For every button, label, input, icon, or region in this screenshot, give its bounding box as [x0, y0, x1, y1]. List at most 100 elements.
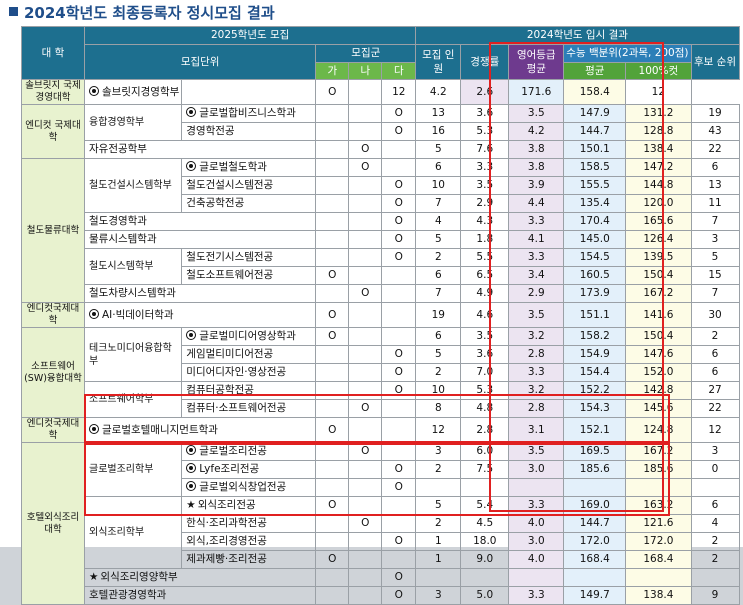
table-row: 소프트웨어학부 컴퓨터공학전공 O 10 5.3 3.2 152.2 142.8 27 — [22, 381, 740, 418]
eng-grade-cell: 3.0 — [508, 460, 565, 479]
group-ga-cell — [315, 586, 350, 605]
rate-cell: 5.3 — [460, 381, 510, 400]
quota-cell: 2 — [415, 514, 462, 533]
unit-cell: 글로벌철도학과 — [181, 158, 317, 177]
unit-cell: AI·빅데이터학과 — [83, 302, 317, 328]
unit-cell: 외식,조리경영전공 — [181, 532, 317, 551]
quota-cell: 5 — [415, 140, 462, 159]
header-cut: 100%컷 — [625, 62, 692, 80]
group-cell: 외식조리학부 — [83, 496, 183, 569]
group-ga-cell — [315, 122, 350, 141]
group-na-cell: O — [348, 140, 383, 159]
header-2025: 2025학년도 모집 — [83, 26, 417, 45]
bullet-circle-icon — [186, 107, 197, 117]
header-avg: 평균 — [563, 62, 627, 80]
group-na-cell — [348, 417, 383, 443]
rate-cell: 3.3 — [460, 158, 510, 177]
reserve-cell: 27 — [690, 381, 740, 400]
header-eng: 영어등급 평균 — [508, 44, 565, 80]
unit-cell: 솔브릿지경영학부 — [83, 79, 183, 105]
group-na-cell — [348, 345, 383, 364]
group-da-cell: O — [381, 194, 417, 213]
header-na: 나 — [348, 62, 383, 80]
group-da-cell — [381, 550, 417, 569]
table-row: 호텔관광경영학과 O 3 5.0 3.3 149.7 138.4 9 — [22, 586, 740, 605]
group-da-cell: O — [381, 568, 417, 587]
univ-cell: 엔디컷국제대학 — [21, 302, 85, 328]
group-ga-cell: O — [315, 496, 350, 515]
group-na-cell — [348, 104, 383, 123]
unit-cell: 글로벌호텔매니지먼트학과 — [83, 417, 317, 443]
quota-cell: 5 — [415, 345, 462, 364]
group-da-cell: O — [381, 478, 417, 497]
reserve-cell: 12 — [690, 417, 740, 443]
rate-cell: 7.0 — [460, 363, 510, 382]
rate-cell: 3.6 — [460, 345, 510, 364]
eng-grade-cell: 4.4 — [508, 194, 565, 213]
group-ga-cell: O — [315, 266, 350, 285]
group-ga-cell — [315, 363, 350, 382]
quota-cell: 6 — [415, 327, 462, 346]
quota-cell: 7 — [415, 284, 462, 303]
reserve-cell: 22 — [690, 399, 740, 418]
score-cut-cell — [625, 478, 692, 497]
score-cut-cell: 128.8 — [625, 122, 692, 141]
unit-cell: 미디어디자인·영상전공 — [181, 363, 317, 382]
quota-cell: 5 — [415, 230, 462, 249]
eng-grade-cell: 3.8 — [508, 140, 565, 159]
quota-cell: 1 — [415, 550, 462, 569]
score-cut-cell: 168.4 — [625, 550, 692, 569]
star-icon: ★ — [89, 571, 99, 583]
bullet-circle-icon — [89, 85, 99, 96]
reserve-cell: 7 — [690, 212, 740, 231]
group-na-cell — [348, 586, 383, 605]
score-avg-cell: 169.5 — [563, 442, 627, 461]
group-na-cell — [348, 478, 383, 497]
group-da-cell: O — [381, 104, 417, 123]
group-na-cell — [348, 248, 383, 267]
unit-cell: 철도경영학과 — [83, 212, 317, 231]
group-da-cell — [381, 496, 417, 515]
eng-grade-cell: 3.3 — [508, 212, 565, 231]
header-rate: 경쟁률 — [460, 44, 510, 80]
header-2024: 2024학년도 입시 결과 — [415, 26, 740, 45]
quota-cell: 4 — [415, 212, 462, 231]
score-avg-cell — [563, 568, 627, 587]
quota-cell: 2 — [415, 460, 462, 479]
unit-cell: 자유전공학부 — [83, 140, 317, 159]
score-cut-cell: 167.2 — [625, 284, 692, 303]
score-avg-cell: 158.5 — [563, 158, 627, 177]
group-ga-cell — [315, 442, 350, 461]
header-score: 수능 백분위(2과목, 200점) — [563, 44, 692, 63]
table-row: 엔디컷국제대학 AI·빅데이터학과 O 19 4.6 3.5 151.1 141.6 30 — [21, 302, 740, 328]
reserve-cell: 4 — [690, 514, 740, 533]
unit-cell: Lyfe조리전공 — [181, 460, 317, 479]
reserve-cell: 3 — [690, 230, 740, 249]
group-na-cell: O — [348, 514, 383, 533]
score-avg-cell: 154.9 — [563, 345, 627, 364]
score-avg-cell: 154.3 — [563, 399, 627, 418]
unit-cell: 경영학전공 — [181, 122, 317, 141]
table-row: 게임멀티미디어전공 O 5 3.6 2.8 154.9 147.6 6 — [22, 345, 740, 364]
group-da-cell: O — [381, 460, 417, 479]
bullet-circle-icon — [186, 161, 197, 171]
unit-cell: ★ 외식조리영양학부 — [83, 568, 317, 587]
bullet-circle-icon — [186, 445, 197, 455]
eng-grade-cell: 4.2 — [508, 122, 565, 141]
unit-cell: 글로벌합비즈니스학과 — [181, 104, 317, 123]
univ-cell: 철도물류대학 — [21, 158, 85, 303]
eng-grade-cell: 2.8 — [508, 345, 565, 364]
group-na-cell: O — [348, 284, 383, 303]
reserve-cell — [690, 478, 740, 497]
reserve-cell: 6 — [690, 363, 740, 382]
unit-cell: 철도건설시스템전공 — [181, 176, 317, 195]
group-da-cell: O — [381, 532, 417, 551]
unit-cell: 철도전기시스템전공 — [181, 248, 317, 267]
page-title-text: 2024학년도 최종등록자 정시모집 결과 — [24, 4, 275, 22]
header-univ: 대 학 — [21, 26, 85, 80]
score-avg-cell: 154.5 — [563, 248, 627, 267]
eng-grade-cell: 3.1 — [508, 417, 565, 443]
rate-cell: 5.0 — [460, 586, 510, 605]
table-row: 소프트웨어(SW)융합대학 테크노미디어융합학부 글로벌미디어영상학과 O 6 3.5 3.… — [21, 327, 740, 418]
univ-cell: 엔디컷 국제대학 — [21, 104, 85, 159]
